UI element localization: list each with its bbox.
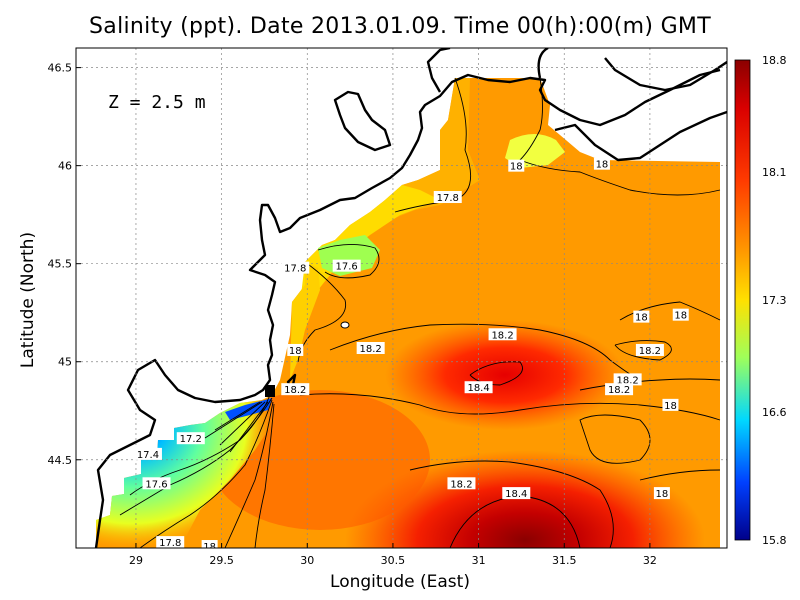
contour-label: 18.2	[608, 385, 630, 396]
y-tick-label: 45	[58, 356, 72, 369]
contour-label: 18	[510, 162, 523, 173]
contour-label: 17.6	[145, 479, 167, 490]
contour-label-bg	[133, 447, 162, 460]
coastline	[94, 48, 727, 548]
contour-label-bg	[613, 373, 642, 386]
contour-label-bg	[201, 540, 218, 548]
fresh-north-band	[390, 78, 480, 220]
river-mouth-marker	[265, 385, 275, 397]
map-title: Salinity (ppt). Date 2013.01.09. Time 00…	[89, 14, 711, 39]
grid-lines	[76, 48, 727, 548]
y-tick-label: 46.5	[48, 62, 73, 75]
contour-label-bg	[464, 381, 493, 394]
contour-label-bg	[502, 487, 531, 500]
x-tick-label: 29	[129, 554, 143, 567]
contour-label-bg	[593, 157, 610, 170]
colorbar-gradient	[734, 59, 751, 541]
contour-label: 18.2	[617, 375, 639, 386]
contour-label: 18.4	[467, 383, 489, 394]
contour-label-bg	[488, 328, 517, 341]
contour-label: 17.6	[336, 262, 358, 273]
x-tick-label: 29.5	[209, 554, 234, 567]
contour-label: 18	[203, 542, 216, 553]
contour-label-bg	[653, 487, 670, 500]
contour-label-bg	[332, 259, 361, 272]
y-axis: 44.5 45 45.5 46 46.5	[48, 62, 81, 467]
contour-label-bg	[433, 191, 462, 204]
depth-label: Z = 2.5 m	[108, 92, 206, 113]
y-tick-label: 44.5	[48, 454, 73, 467]
contour-label: 18	[635, 313, 648, 324]
x-tick-label: 30.5	[381, 554, 406, 567]
contour-label-bg	[508, 159, 525, 172]
contour-label: 17.4	[137, 450, 159, 461]
plot-frame	[75, 47, 728, 549]
contour-label-bg	[356, 342, 385, 354]
x-tick-label: 31	[472, 554, 486, 567]
x-tick-label: 30	[300, 554, 314, 567]
contour-label: 17.8	[159, 538, 181, 549]
contour-label-bg	[672, 308, 689, 321]
contour-lines	[119, 77, 721, 548]
contour-label: 17.8	[437, 193, 459, 204]
contour-label: 18	[674, 311, 687, 322]
contour-label-bg	[635, 343, 664, 356]
colorbar: 18.8 18.1 17.3 16.6 15.8	[734, 54, 787, 547]
x-tick-label: 31.5	[552, 554, 577, 567]
contour-label-bg	[605, 383, 634, 396]
contour-label-bg	[662, 398, 679, 411]
contour-label-bg	[176, 432, 205, 445]
contour-label: 18.2	[360, 344, 382, 355]
colorbar-label: 15.8	[762, 534, 787, 547]
colorbar-label: 18.8	[762, 54, 787, 67]
colorbar-label: 18.1	[762, 166, 787, 179]
contour-label: 18	[664, 401, 677, 412]
contour-label: 18.2	[639, 346, 661, 357]
contour-label-bg	[633, 310, 650, 323]
contour-label: 18	[656, 489, 669, 500]
contour-label-bg	[142, 477, 171, 490]
contour-label: 17.8	[284, 264, 306, 275]
x-tick-label: 32	[643, 554, 657, 567]
contour-label-bg	[156, 536, 185, 548]
x-axis: 29 29.5 30 30.5 31 31.5 32	[129, 543, 657, 567]
contour-label: 17.2	[180, 434, 202, 445]
y-tick-label: 46	[58, 160, 72, 173]
y-tick-label: 45.5	[48, 258, 73, 271]
colorbar-label: 17.3	[762, 294, 787, 307]
contour-label-bg	[281, 383, 310, 396]
contour-label: 18	[289, 346, 302, 357]
x-axis-title: Longitude (East)	[330, 572, 470, 592]
danube-plume	[96, 395, 275, 548]
contour-label: 18.2	[450, 479, 472, 490]
contour-label: 18.2	[284, 385, 306, 396]
island-marker	[340, 321, 350, 329]
contour-label: 18.4	[505, 489, 527, 500]
colorbar-label: 16.6	[762, 406, 787, 419]
contour-label-bg	[281, 261, 310, 274]
contour-label-bg	[447, 477, 476, 490]
contour-label: 18.2	[491, 330, 513, 341]
contour-label: 18	[596, 160, 609, 171]
high-salinity-central	[385, 320, 625, 430]
contour-label-bg	[287, 343, 304, 356]
y-axis-title: Latitude (North)	[18, 232, 38, 368]
